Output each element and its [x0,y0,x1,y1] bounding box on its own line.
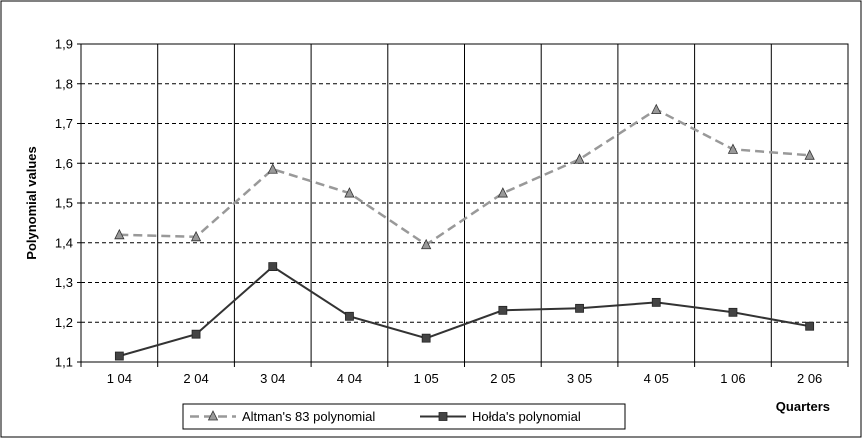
x-tick-label: 1 06 [720,371,745,386]
series-layer [114,103,815,361]
data-point-square [651,297,661,307]
legend-label-altman: Altman's 83 polynomial [242,409,375,424]
x-tick-label: 3 05 [567,371,592,386]
x-tick-label: 2 06 [797,371,822,386]
y-axis-ticks: 1,1 1,2 1,3 1,4 1,5 1,6 1,7 1,8 1,9 [55,37,81,370]
data-point-triangle [421,238,432,250]
data-point-triangle [267,163,278,174]
y-tick-label: 1,9 [55,37,73,52]
data-point-triangle [497,187,508,198]
square-marker-icon [438,412,448,421]
data-point-square [268,262,278,272]
triangle-marker-icon [207,410,219,421]
series-line-0 [119,108,810,247]
gridlines [81,43,848,362]
x-tick-label: 2 05 [490,371,515,386]
data-point-square [575,303,584,313]
legend-box [182,403,626,430]
y-tick-label: 1,3 [55,275,73,290]
series-line-1 [119,265,810,357]
data-point-square [805,321,815,331]
y-tick-label: 1,5 [55,196,73,211]
x-tick-label: 2 04 [183,371,208,386]
data-point-triangle [804,149,815,160]
x-axis-ticks: 1 04 2 04 3 04 4 04 1 05 2 05 3 05 4 05 1 06 2 06 [80,362,849,386]
data-point-square [421,333,431,343]
x-tick-label: 1 04 [107,371,132,386]
data-point-triangle [727,143,739,154]
x-tick-label: 3 04 [260,371,285,386]
x-axis-title: Quarters [776,399,830,414]
data-point-square [191,329,201,339]
data-point-triangle [344,187,355,198]
x-tick-label: 1 05 [413,371,438,386]
data-point-triangle [190,230,202,242]
legend-item-altman: Altman's 83 polynomial [190,409,375,424]
legend-item-holda: Hołda's polynomial [420,409,581,424]
y-tick-label: 1,8 [55,76,73,91]
y-tick-label: 1,2 [55,315,73,330]
data-point-square [345,311,354,321]
data-point-square [114,351,124,361]
y-tick-label: 1,6 [55,156,73,171]
x-tick-label: 4 04 [337,371,362,386]
legend: Altman's 83 polynomial Hołda's polynomia… [182,403,626,430]
data-point-triangle [114,228,125,240]
y-tick-label: 1,4 [55,235,73,250]
y-tick-label: 1,1 [55,355,73,370]
y-axis-title: Polynomial values [24,146,39,259]
data-point-square [728,307,738,317]
data-point-triangle [574,153,585,164]
data-point-triangle [651,103,662,114]
legend-label-holda: Hołda's polynomial [472,409,581,424]
data-point-square [498,305,508,315]
y-tick-label: 1,7 [55,116,73,131]
x-tick-label: 4 05 [644,371,669,386]
